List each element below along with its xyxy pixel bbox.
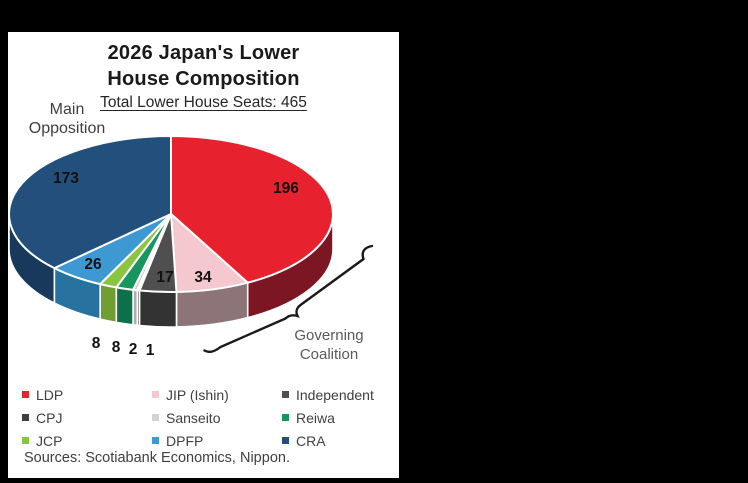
legend-item-dpfp: DPFP <box>152 432 282 449</box>
pie-slice-side-jcp <box>99 283 118 324</box>
annotation-governing-coalition: Governing Coalition <box>269 326 389 364</box>
main-opposition-line2: Opposition <box>28 120 106 137</box>
legend-swatch-icon <box>22 437 29 444</box>
legend-item-cra: CRA <box>282 432 392 449</box>
chart-title-line2: House Composition <box>107 68 300 90</box>
legend-label: CPJ <box>36 409 63 426</box>
legend-label: Reiwa <box>296 409 335 426</box>
legend-swatch-icon <box>152 437 159 444</box>
legend-swatch-icon <box>22 391 29 398</box>
legend-swatch-icon <box>152 391 159 398</box>
pie-value-label-dpfp: 26 <box>84 256 102 273</box>
pie-value-label-reiwa: 8 <box>112 339 121 356</box>
chart-subtitle: Total Lower House Seats: 465 <box>100 94 307 111</box>
chart-title: 2026 Japan's Lower House Composition <box>8 40 399 92</box>
main-opposition-line1: Main <box>49 101 85 118</box>
pie-slice-side-reiwa <box>115 286 134 326</box>
legend-label: Independent <box>296 386 374 403</box>
legend-item-independent: Independent <box>282 386 392 403</box>
source-note: Sources: Scotiabank Economics, Nippon. <box>24 450 290 466</box>
chart-legend: LDP JIP (Ishin) Independent CPJ Sanseito Reiw… <box>22 386 392 449</box>
legend-swatch-icon <box>282 437 289 444</box>
legend-label: LDP <box>36 386 64 403</box>
pie-slice-cra <box>8 135 172 270</box>
legend-label: JIP (Ishin) <box>166 386 229 403</box>
pie-value-label-jip-ishin-: 34 <box>194 269 212 286</box>
governing-coalition-bracket <box>203 244 374 353</box>
pie-value-label-cra: 173 <box>53 170 79 187</box>
legend-swatch-icon <box>22 414 29 421</box>
legend-item-sanseito: Sanseito <box>152 409 282 426</box>
pie-value-label-jcp: 8 <box>92 335 101 352</box>
legend-label: DPFP <box>166 432 204 449</box>
legend-item-reiwa: Reiwa <box>282 409 392 426</box>
legend-label: CRA <box>296 432 326 449</box>
pie-slice-ldp <box>170 135 334 284</box>
legend-label: Sanseito <box>166 409 221 426</box>
legend-swatch-icon <box>282 414 289 421</box>
legend-item-jcp: JCP <box>22 432 152 449</box>
pie-value-label-cpj: 1 <box>146 342 155 359</box>
chart-panel: 2026 Japan's Lower House Composition Tot… <box>8 32 399 478</box>
legend-label: JCP <box>36 432 63 449</box>
governing-coalition-line2: Coalition <box>299 346 359 363</box>
pie-value-label-ldp: 196 <box>273 180 299 197</box>
chart-title-line1: 2026 Japan's Lower <box>107 42 300 64</box>
pie-value-label-independent: 17 <box>156 269 173 286</box>
legend-item-ldp: LDP <box>22 386 152 403</box>
legend-item-jip-ishin-: JIP (Ishin) <box>152 386 282 403</box>
legend-item-cpj: CPJ <box>22 409 152 426</box>
legend-swatch-icon <box>152 414 159 421</box>
annotation-main-opposition: Main Opposition <box>16 100 118 138</box>
pie-slice-side-independent <box>138 289 178 328</box>
pie-value-label-sanseito: 2 <box>129 341 138 358</box>
governing-coalition-line1: Governing <box>294 327 364 344</box>
legend-swatch-icon <box>282 391 289 398</box>
